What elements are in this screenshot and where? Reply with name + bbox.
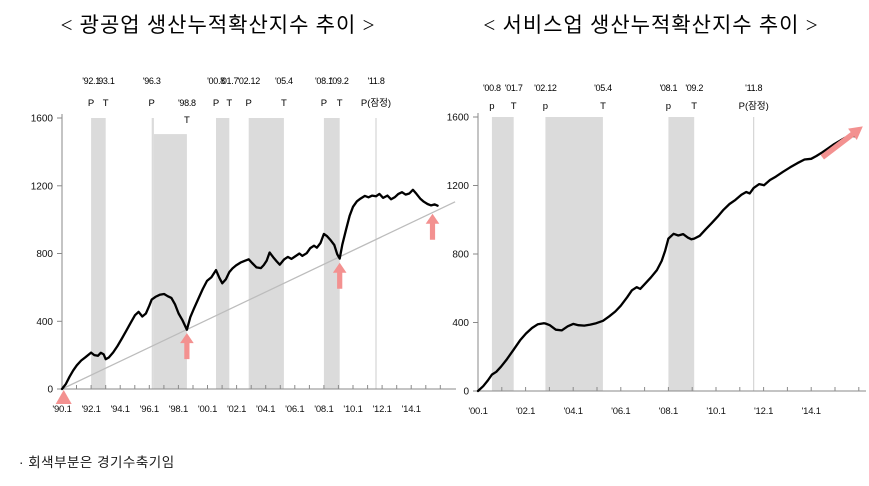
x-tick-label: '96.1 — [140, 404, 159, 415]
turning-point-marker: T — [281, 98, 287, 109]
turning-point-date: '11.8 — [745, 83, 762, 93]
turning-point-marker: p — [666, 101, 671, 112]
x-tick-label: '98.1 — [169, 404, 188, 415]
recession-band — [216, 118, 230, 389]
x-tick-label: '00.1 — [468, 406, 487, 417]
turning-point-date: '02.12 — [237, 76, 260, 86]
turning-point-marker: p — [489, 101, 494, 112]
recession-band — [151, 118, 154, 389]
turning-point-marker: P(잠정) — [739, 101, 769, 112]
y-tick-label: 0 — [463, 387, 469, 398]
turning-point-date: '93.1 — [97, 76, 115, 86]
x-tick-label: '14.1 — [402, 404, 421, 415]
turning-point-date: '09.2 — [685, 83, 703, 93]
turning-point-date: '96.3 — [143, 76, 161, 86]
turning-point-date: '01.7 — [220, 76, 238, 86]
x-tick-label: '12.1 — [754, 406, 773, 417]
x-tick-label: '94.1 — [111, 404, 130, 415]
x-tick-label: '10.1 — [706, 406, 725, 417]
turning-point-marker: P — [246, 98, 252, 109]
turning-point-date: '00.8 — [207, 76, 225, 86]
x-tick-label: '08.1 — [659, 406, 678, 417]
index-series-line — [60, 188, 439, 391]
x-tick-label: '02.1 — [516, 406, 535, 417]
y-tick-label: 800 — [452, 250, 469, 261]
x-tick-label: '12.1 — [372, 404, 391, 415]
left-chart-title: < 광공업 생산누적확산지수 추이 > — [60, 13, 376, 37]
turning-point-marker: T — [691, 101, 697, 112]
recession-band — [491, 117, 514, 391]
turning-point-marker: p — [543, 101, 548, 112]
recession-band — [668, 117, 695, 391]
recession-band — [248, 118, 284, 389]
y-tick-label: 400 — [36, 317, 53, 328]
x-tick-label: '10.1 — [343, 404, 362, 415]
y-tick-label: 1200 — [31, 181, 54, 192]
turning-point-marker: P — [213, 98, 219, 109]
trough-pointer-arrow — [180, 333, 194, 360]
x-tick-label: '08.1 — [314, 404, 333, 415]
turning-point-date: '05.4 — [594, 83, 612, 93]
x-tick-label: '92.1 — [81, 404, 100, 415]
turning-point-marker: P(잠정) — [361, 98, 391, 109]
y-tick-label: 1600 — [447, 113, 470, 124]
turning-point-date: '00.8 — [483, 83, 501, 93]
footnote: · 회색부분은 경기수축기임 — [19, 455, 175, 470]
x-tick-label: '00.1 — [198, 404, 217, 415]
turning-point-date: '02.12 — [534, 83, 557, 93]
turning-point-marker: T — [600, 101, 606, 112]
y-tick-label: 400 — [452, 318, 469, 329]
turning-point-date: '05.4 — [275, 76, 293, 86]
recession-band — [153, 134, 187, 389]
y-tick-label: 1600 — [31, 114, 54, 125]
recession-band — [545, 117, 603, 391]
origin-marker-arrow — [55, 390, 72, 404]
trough-pointer-arrow — [425, 213, 440, 240]
recession-band — [323, 118, 340, 389]
turning-point-marker: T — [511, 101, 517, 112]
turning-point-date: '98.8 — [178, 98, 196, 108]
turning-point-marker: P — [88, 98, 94, 109]
turning-point-marker: P — [149, 98, 155, 109]
turning-point-date: '01.7 — [505, 83, 523, 93]
trough-pointer-arrow — [332, 262, 347, 289]
trend-line — [61, 201, 456, 390]
turning-point-marker: T — [103, 98, 109, 109]
x-tick-label: '02.1 — [227, 404, 246, 415]
y-tick-label: 1200 — [447, 181, 470, 192]
turning-point-date: '11.8 — [367, 76, 384, 86]
x-tick-label: '14.1 — [802, 406, 821, 417]
turning-point-marker: T — [226, 98, 232, 109]
x-tick-label: '04.1 — [256, 404, 275, 415]
turning-point-marker: T — [337, 98, 343, 109]
index-series-line — [476, 134, 857, 393]
y-tick-label: 800 — [36, 249, 53, 260]
right-chart-title: < 서비스업 생산누적확산지수 추이 > — [483, 13, 819, 37]
turning-point-date: '08.1 — [660, 83, 678, 93]
y-tick-label: 0 — [47, 385, 53, 396]
turning-point-marker: P — [321, 98, 327, 109]
turning-point-date: '09.2 — [331, 76, 349, 86]
recession-band — [91, 118, 106, 389]
x-tick-label: '06.1 — [611, 406, 630, 417]
x-tick-label: '04.1 — [564, 406, 583, 417]
x-tick-label: '90.1 — [52, 404, 71, 415]
x-tick-label: '06.1 — [285, 404, 304, 415]
turning-point-date: '92.1 — [82, 76, 100, 86]
trend-direction-arrow — [820, 126, 863, 160]
turning-point-date: '08.1 — [315, 76, 333, 86]
turning-point-marker: T — [184, 115, 190, 126]
